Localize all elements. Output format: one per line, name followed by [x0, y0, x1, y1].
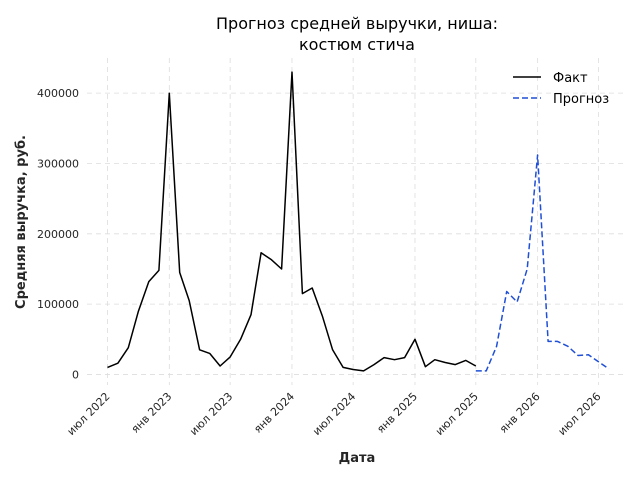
series-line-forecast	[475, 154, 610, 372]
y-tick-label: 300000	[37, 157, 79, 170]
y-tick-label: 100000	[37, 298, 79, 311]
series-point-forecast	[526, 268, 529, 271]
series-point-fact	[147, 280, 150, 283]
series-point-fact	[127, 346, 130, 349]
series-point-fact	[331, 348, 334, 351]
x-axis-ticks: июл 2022 янв 2023 июл 2023 янв 2024 июл 2024…	[65, 390, 604, 438]
series-point-fact	[373, 363, 376, 366]
legend-label-forecast: Прогноз	[553, 92, 609, 107]
series-point-fact	[352, 368, 355, 371]
series-lines	[106, 71, 610, 373]
series-point-forecast	[587, 353, 590, 356]
y-tick-label: 200000	[37, 228, 79, 241]
y-tick-label: 0	[72, 368, 79, 381]
series-point-fact	[117, 362, 120, 365]
x-axis-label: Дата	[339, 451, 376, 466]
series-point-fact	[158, 269, 161, 272]
x-tick-label: янв 2023	[129, 390, 175, 436]
series-point-fact	[260, 251, 263, 254]
series-point-fact	[291, 71, 294, 74]
y-axis-label: Средняя выручка, руб.	[14, 135, 29, 309]
series-point-forecast	[485, 370, 488, 373]
x-tick-label: июл 2026	[556, 390, 604, 438]
series-point-fact	[311, 287, 314, 290]
series-point-forecast	[474, 370, 477, 373]
series-point-fact	[229, 355, 232, 358]
series-point-forecast	[577, 354, 580, 357]
y-axis-ticks: 0 100000 200000 300000 400000	[37, 87, 79, 381]
series-point-fact	[393, 358, 396, 361]
x-tick-label: янв 2025	[374, 390, 420, 436]
series-point-forecast	[556, 340, 559, 343]
x-tick-label: июл 2025	[433, 390, 481, 438]
series-point-fact	[250, 313, 253, 316]
series-point-forecast	[536, 154, 539, 157]
series-point-forecast	[607, 367, 610, 370]
series-point-forecast	[495, 345, 498, 348]
series-line-fact	[107, 71, 477, 372]
series-point-fact	[198, 348, 201, 351]
x-tick-label: янв 2024	[251, 390, 297, 436]
chart-title-line-1: Прогноз средней выручки, ниша:	[216, 14, 498, 33]
series-point-fact	[270, 258, 273, 261]
series-point-fact	[433, 358, 436, 361]
series-point-forecast	[505, 290, 508, 293]
series-point-forecast	[566, 345, 569, 348]
y-tick-label: 400000	[37, 87, 79, 100]
chart-title-line-2: костюм стича	[299, 35, 415, 54]
series-point-fact	[444, 361, 447, 364]
series-point-fact	[208, 352, 211, 355]
series-point-fact	[280, 268, 283, 271]
x-tick-label: июл 2022	[65, 390, 113, 438]
series-point-fact	[454, 363, 457, 366]
series-point-fact	[362, 370, 365, 373]
series-point-fact	[168, 92, 171, 95]
series-point-fact	[424, 365, 427, 368]
series-point-forecast	[597, 360, 600, 363]
series-point-fact	[239, 338, 242, 341]
series-point-fact	[474, 365, 477, 368]
series-point-forecast	[516, 301, 519, 304]
series-point-fact	[464, 359, 467, 362]
series-point-fact	[137, 310, 140, 313]
series-point-fact	[301, 292, 304, 295]
legend-label-fact: Факт	[553, 71, 588, 86]
series-point-forecast	[547, 340, 550, 343]
series-point-fact	[342, 366, 345, 369]
series-point-fact	[178, 271, 181, 274]
series-point-fact	[188, 299, 191, 302]
x-tick-label: июл 2024	[310, 390, 358, 438]
x-tick-label: янв 2026	[497, 390, 543, 436]
series-point-fact	[414, 338, 417, 341]
series-point-fact	[219, 365, 222, 368]
x-tick-label: июл 2023	[187, 390, 235, 438]
series-point-fact	[106, 366, 109, 369]
grid	[87, 58, 624, 385]
series-point-fact	[403, 356, 406, 359]
series-point-fact	[321, 315, 324, 318]
legend: Факт Прогноз	[513, 71, 609, 107]
series-point-fact	[383, 356, 386, 359]
